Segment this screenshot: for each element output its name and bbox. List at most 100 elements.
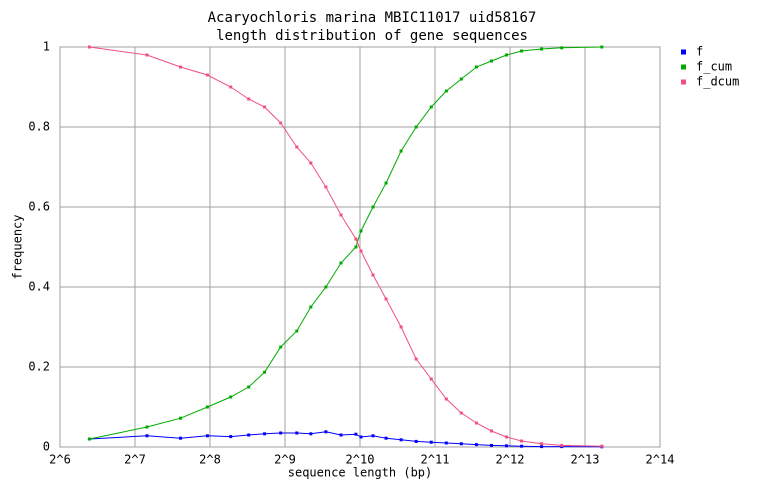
point bbox=[247, 385, 251, 389]
point bbox=[179, 416, 183, 420]
point bbox=[229, 85, 233, 89]
legend-label: f bbox=[696, 45, 703, 59]
point bbox=[324, 185, 328, 189]
point bbox=[560, 443, 564, 447]
chart-title: Acaryochloris marina MBIC11017 uid58167 bbox=[208, 10, 537, 26]
point bbox=[339, 213, 343, 217]
point bbox=[520, 49, 524, 53]
point bbox=[474, 443, 478, 447]
series-line bbox=[89, 46, 602, 447]
y-tick-label: 0.2 bbox=[28, 360, 50, 374]
x-tick-label: 2^10 bbox=[346, 453, 375, 467]
point bbox=[247, 97, 251, 101]
point bbox=[309, 305, 313, 309]
x-tick-label: 2^14 bbox=[646, 453, 675, 467]
point bbox=[459, 77, 463, 81]
legend-label: f_dcum bbox=[696, 75, 739, 89]
point bbox=[279, 345, 283, 349]
point bbox=[263, 105, 267, 109]
legend-marker bbox=[681, 64, 686, 70]
point bbox=[504, 435, 508, 439]
point bbox=[474, 65, 478, 69]
point bbox=[295, 145, 299, 149]
point bbox=[600, 45, 604, 49]
point bbox=[540, 445, 544, 449]
point bbox=[444, 397, 448, 401]
point bbox=[600, 444, 604, 448]
point bbox=[359, 249, 363, 253]
point bbox=[179, 436, 183, 440]
point bbox=[540, 442, 544, 446]
point bbox=[399, 325, 403, 329]
point bbox=[359, 435, 363, 439]
series-line bbox=[89, 431, 602, 448]
point bbox=[295, 431, 299, 435]
point bbox=[324, 285, 328, 289]
point bbox=[145, 434, 149, 438]
x-axis-label: sequence length (bp) bbox=[288, 466, 433, 480]
point bbox=[324, 430, 328, 434]
point bbox=[371, 273, 375, 277]
point bbox=[489, 59, 493, 63]
point bbox=[384, 297, 388, 301]
x-tick-label: 2^13 bbox=[571, 453, 600, 467]
x-tick-label: 2^11 bbox=[421, 453, 450, 467]
point bbox=[414, 357, 418, 361]
point bbox=[279, 121, 283, 125]
point bbox=[540, 47, 544, 51]
point bbox=[399, 149, 403, 153]
point bbox=[414, 125, 418, 129]
point bbox=[371, 205, 375, 209]
point bbox=[444, 441, 448, 445]
point bbox=[205, 434, 209, 438]
y-tick-label: 0.8 bbox=[28, 120, 50, 134]
point bbox=[489, 429, 493, 433]
point bbox=[87, 45, 91, 49]
y-tick-label: 0.6 bbox=[28, 200, 50, 214]
x-tick-label: 2^9 bbox=[274, 453, 296, 467]
point bbox=[145, 425, 149, 429]
point bbox=[339, 261, 343, 265]
point bbox=[354, 432, 358, 436]
x-tick-label: 2^12 bbox=[496, 453, 525, 467]
y-tick-label: 1 bbox=[43, 40, 50, 54]
y-tick-label: 0 bbox=[43, 440, 50, 454]
point bbox=[504, 444, 508, 448]
point bbox=[504, 53, 508, 57]
point bbox=[263, 370, 267, 374]
point bbox=[309, 432, 313, 436]
point bbox=[295, 329, 299, 333]
point bbox=[429, 377, 433, 381]
y-axis-label: frequency bbox=[11, 214, 25, 279]
point bbox=[429, 440, 433, 444]
point bbox=[229, 395, 233, 399]
point bbox=[371, 434, 375, 438]
point bbox=[229, 435, 233, 439]
legend-marker bbox=[681, 79, 686, 85]
x-tick-label: 2^8 bbox=[199, 453, 221, 467]
point bbox=[414, 439, 418, 443]
point bbox=[339, 433, 343, 437]
point bbox=[247, 433, 251, 437]
point bbox=[429, 105, 433, 109]
point bbox=[205, 405, 209, 409]
point bbox=[399, 438, 403, 442]
point bbox=[459, 411, 463, 415]
point bbox=[444, 89, 448, 93]
point bbox=[145, 53, 149, 57]
point bbox=[354, 245, 358, 249]
point bbox=[489, 443, 493, 447]
point bbox=[179, 65, 183, 69]
point bbox=[459, 442, 463, 446]
point bbox=[205, 73, 209, 77]
point bbox=[474, 421, 478, 425]
point bbox=[87, 437, 91, 441]
point bbox=[354, 237, 358, 241]
series-line bbox=[89, 46, 602, 440]
point bbox=[384, 436, 388, 440]
point bbox=[560, 46, 564, 50]
legend-marker bbox=[681, 49, 686, 55]
chart-subtitle: length distribution of gene sequences bbox=[216, 28, 528, 44]
